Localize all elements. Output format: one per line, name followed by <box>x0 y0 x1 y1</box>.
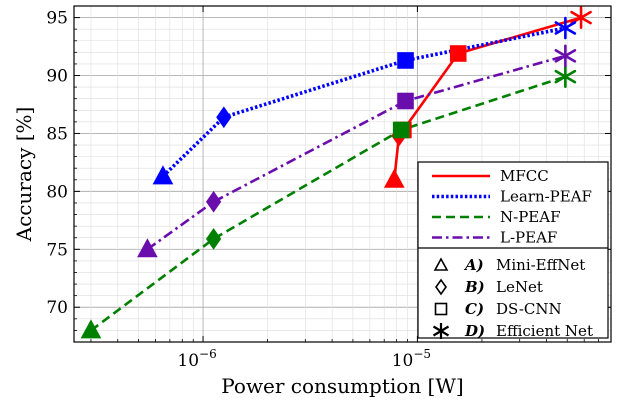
y-tick-label: 70 <box>46 298 68 318</box>
legend-label: L-PEAF <box>500 229 557 247</box>
data-point <box>80 319 102 339</box>
legend-box <box>417 161 609 339</box>
series-line <box>90 75 566 332</box>
plot-frame <box>73 5 612 343</box>
legend-marker-label: Efficient Net <box>496 322 593 340</box>
legend-marker-key: A) <box>463 256 484 274</box>
y-axis-title: Accuracy [%] <box>12 107 36 243</box>
series-line <box>146 54 566 251</box>
y-tick-label: 90 <box>46 67 68 87</box>
y-tick-label: 95 <box>46 9 68 29</box>
y-tick-label: 75 <box>46 240 68 260</box>
data-point <box>554 65 577 88</box>
data-point <box>397 92 414 110</box>
series-markers <box>80 6 592 339</box>
data-point <box>383 168 405 188</box>
x-tick-label: 10−5 <box>392 347 431 371</box>
legend-marker-label: LeNet <box>496 278 543 296</box>
data-point <box>216 106 232 129</box>
data-point <box>554 44 577 68</box>
triangle-icon <box>433 257 449 271</box>
data-point <box>152 165 174 185</box>
data-point <box>392 121 410 139</box>
data-point <box>137 238 158 258</box>
legend-label: Learn-PEAF <box>500 188 592 206</box>
series-line <box>161 26 566 178</box>
data-point <box>205 190 222 213</box>
data-point <box>397 52 414 69</box>
x-axis-title: Power consumption [W] <box>221 374 463 398</box>
legend-marker-label: DS-CNN <box>496 300 562 318</box>
diamond-icon <box>435 278 447 296</box>
legend-marker-key: C) <box>465 300 484 318</box>
y-tick-label: 80 <box>46 182 68 202</box>
data-point <box>449 45 467 62</box>
data-point <box>205 228 222 250</box>
square-icon <box>434 302 448 316</box>
legend-marker-key: B) <box>464 278 485 296</box>
legend: MFCC Learn-PEAF N-PEAF L-PEAF A) Mini-EffNet B… <box>417 161 609 340</box>
legend-label: MFCC <box>500 167 549 185</box>
y-tick-label: 85 <box>46 124 68 144</box>
star-icon <box>432 323 450 339</box>
x-tick-label: 10−6 <box>177 347 216 371</box>
legend-label: N-PEAF <box>500 208 560 226</box>
legend-marker-key: D) <box>464 322 485 340</box>
data-point <box>554 16 577 40</box>
legend-marker-label: Mini-EffNet <box>496 256 585 274</box>
